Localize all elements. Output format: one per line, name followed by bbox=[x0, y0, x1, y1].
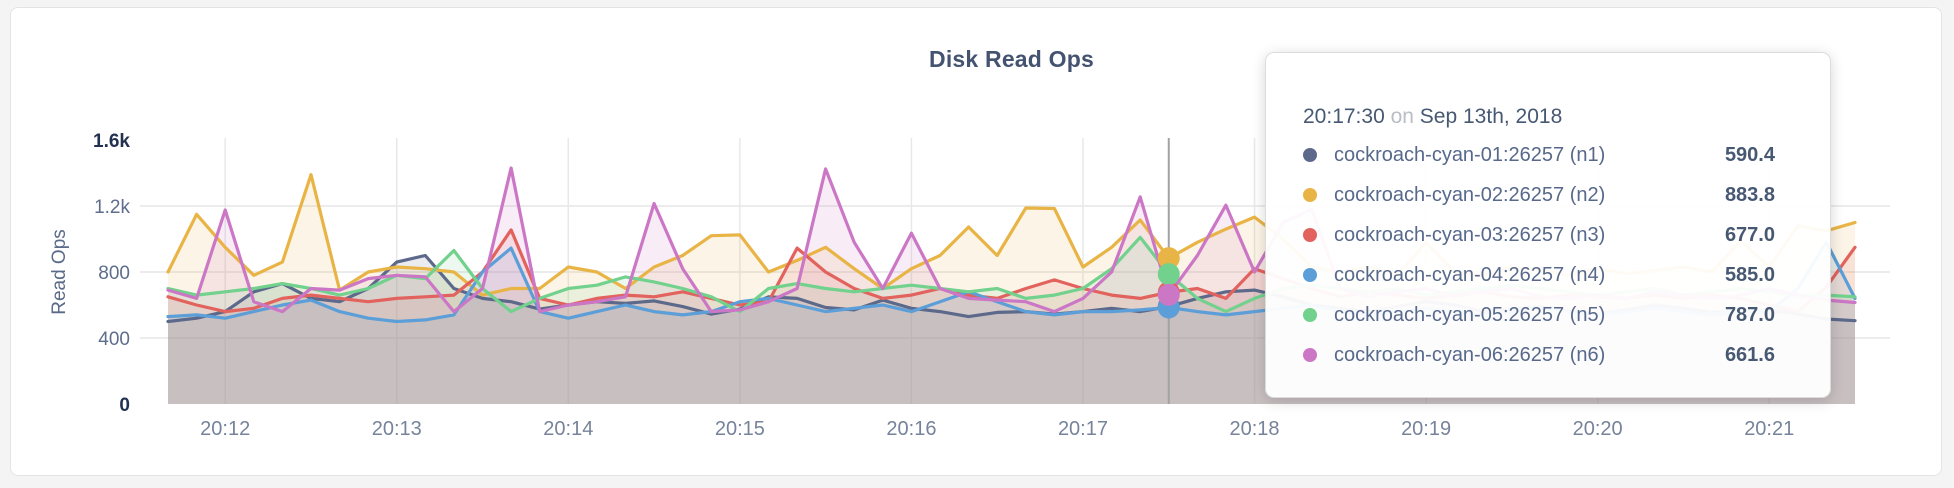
series-dot-n1-icon bbox=[1303, 148, 1317, 162]
series-value-n4: 585.0 bbox=[1724, 263, 1775, 286]
series-value-n6: 661.6 bbox=[1724, 343, 1775, 366]
tooltip-row-n1: cockroach-cyan-01:26257 (n1) 590.4 bbox=[1303, 135, 1775, 175]
y-tick-400: 400 bbox=[98, 329, 130, 350]
tooltip-time: 20:17:30 bbox=[1303, 105, 1385, 128]
y-tick-1.2k: 1.2k bbox=[94, 197, 130, 218]
tooltip-row-n5: cockroach-cyan-05:26257 (n5) 787.0 bbox=[1303, 295, 1775, 335]
x-tick-20:16: 20:16 bbox=[886, 418, 936, 440]
series-dot-n6-icon bbox=[1303, 348, 1317, 362]
series-name-n6: cockroach-cyan-06:26257 (n6) bbox=[1334, 343, 1606, 366]
series-name-n4: cockroach-cyan-04:26257 (n4) bbox=[1334, 263, 1606, 286]
y-tick-labels: 0 400 800 1.2k 1.6k bbox=[93, 131, 130, 416]
hover-dot-n5 bbox=[1157, 263, 1180, 286]
chart-title: Disk Read Ops bbox=[929, 46, 1094, 72]
series-dot-n3-icon bbox=[1303, 228, 1317, 242]
x-tick-20:15: 20:15 bbox=[715, 418, 765, 440]
series-value-n1: 590.4 bbox=[1724, 143, 1775, 166]
series-name-n2: cockroach-cyan-02:26257 (n2) bbox=[1334, 183, 1606, 206]
x-tick-20:20: 20:20 bbox=[1573, 418, 1623, 440]
tooltip-row-n3: cockroach-cyan-03:26257 (n3) 677.0 bbox=[1303, 215, 1775, 255]
x-tick-20:18: 20:18 bbox=[1230, 418, 1280, 440]
y-tick-0: 0 bbox=[119, 395, 130, 416]
tooltip-row-n6: cockroach-cyan-06:26257 (n6) 661.6 bbox=[1303, 335, 1775, 375]
series-dot-n4-icon bbox=[1303, 268, 1317, 282]
x-tick-labels: 20:12 20:13 20:14 20:15 20:16 20:17 20:18 20:19… bbox=[200, 418, 1794, 440]
tooltip-row-n4: cockroach-cyan-04:26257 (n4) 585.0 bbox=[1303, 255, 1775, 295]
tooltip-conjunction: on bbox=[1390, 105, 1414, 128]
hover-tooltip: 20:17:30 on Sep 13th, 2018 cockroach-cya… bbox=[1265, 52, 1831, 398]
hover-dots bbox=[1157, 247, 1180, 319]
series-value-n5: 787.0 bbox=[1724, 303, 1775, 326]
series-dot-n2-icon bbox=[1303, 188, 1317, 202]
tooltip-header: 20:17:30 on Sep 13th, 2018 bbox=[1303, 101, 1775, 133]
tooltip-row-n2: cockroach-cyan-02:26257 (n2) 883.8 bbox=[1303, 175, 1775, 215]
tooltip-date: Sep 13th, 2018 bbox=[1419, 105, 1563, 128]
x-tick-20:12: 20:12 bbox=[200, 418, 250, 440]
series-name-n3: cockroach-cyan-03:26257 (n3) bbox=[1334, 223, 1606, 246]
series-name-n5: cockroach-cyan-05:26257 (n5) bbox=[1334, 303, 1606, 326]
series-value-n2: 883.8 bbox=[1724, 183, 1775, 206]
y-tick-1.6k: 1.6k bbox=[93, 131, 130, 152]
hover-dot-n6 bbox=[1157, 283, 1180, 306]
hover-dot-n2 bbox=[1157, 247, 1180, 270]
x-tick-20:14: 20:14 bbox=[543, 418, 593, 440]
series-dot-n5-icon bbox=[1303, 308, 1317, 322]
x-tick-20:21: 20:21 bbox=[1744, 418, 1794, 440]
x-tick-20:13: 20:13 bbox=[372, 418, 422, 440]
series-name-n1: cockroach-cyan-01:26257 (n1) bbox=[1334, 143, 1606, 166]
series-value-n3: 677.0 bbox=[1724, 223, 1775, 246]
x-tick-20:19: 20:19 bbox=[1401, 418, 1451, 440]
x-tick-20:17: 20:17 bbox=[1058, 418, 1108, 440]
y-tick-800: 800 bbox=[98, 263, 130, 284]
